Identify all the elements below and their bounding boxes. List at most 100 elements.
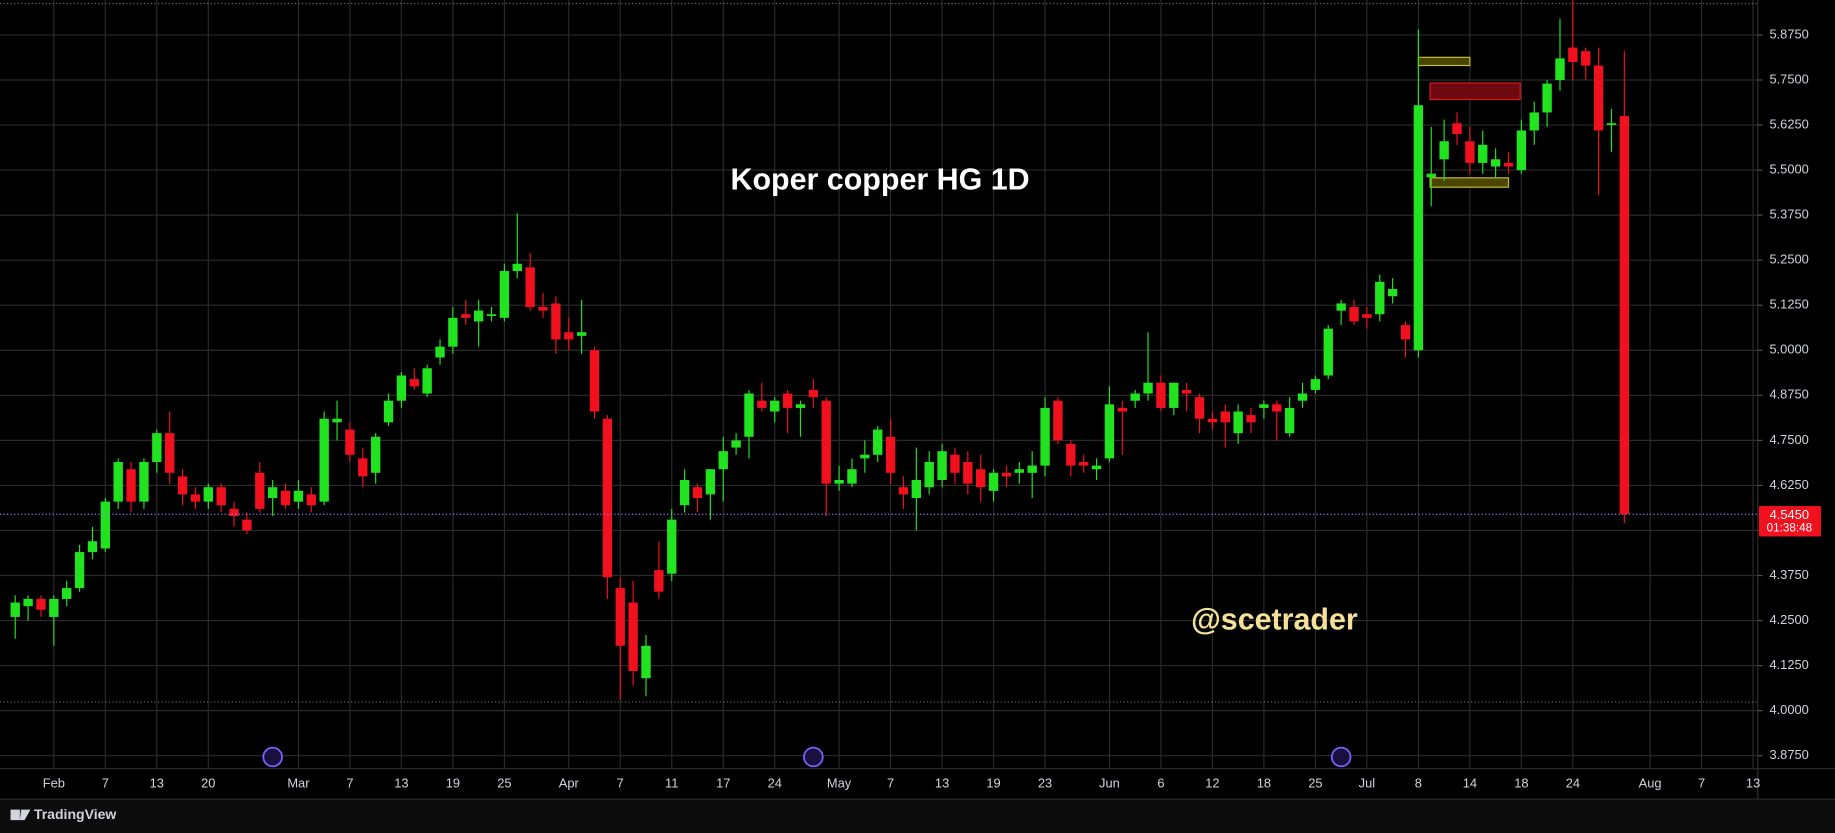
candle-body	[1220, 411, 1230, 423]
x-tick-label: 7	[102, 775, 109, 790]
x-tick-label: 18	[1257, 775, 1271, 790]
y-tick-label: 4.8750	[1769, 387, 1808, 402]
x-tick-label: 7	[1698, 775, 1705, 790]
x-tick-label: 11	[665, 775, 678, 790]
x-tick-label: 20	[201, 775, 215, 790]
candle-body	[988, 472, 999, 491]
candle-body	[499, 270, 510, 318]
y-tick-label: 4.1250	[1769, 657, 1808, 672]
x-tick-label: 24	[1566, 775, 1580, 790]
candle-body	[1272, 404, 1282, 412]
candle-body	[1400, 325, 1411, 340]
event-icon[interactable]	[1330, 746, 1352, 768]
candle-body	[1542, 83, 1552, 113]
x-tick-label: 24	[768, 775, 782, 790]
candle-body	[1375, 281, 1385, 315]
x-tick-label: 19	[986, 775, 1000, 790]
event-icon[interactable]	[803, 746, 824, 768]
candle-body	[924, 461, 934, 488]
event-icon[interactable]	[262, 746, 283, 768]
candle-body	[267, 487, 278, 499]
drawn-box	[1429, 82, 1521, 101]
candle-body	[950, 454, 960, 473]
candle-body	[692, 487, 703, 499]
brand-logo[interactable]: TradingView	[10, 806, 117, 822]
candle-body	[1040, 407, 1050, 466]
candle-body	[486, 314, 497, 316]
candle-body	[422, 368, 432, 394]
candle-body	[280, 490, 291, 506]
x-tick-label: 19	[446, 775, 460, 790]
candle-body	[1181, 389, 1192, 394]
candle-body	[1233, 411, 1243, 434]
candle-body	[139, 461, 149, 502]
candle-body	[1027, 465, 1037, 473]
candle-body	[74, 552, 85, 589]
candle-body	[1503, 162, 1514, 167]
watermark: @scetrader	[1191, 602, 1358, 636]
candle-body	[1619, 116, 1630, 515]
candle-body	[1606, 123, 1617, 125]
y-tick-label: 5.2500	[1769, 252, 1808, 267]
y-tick-label: 4.0000	[1769, 702, 1808, 717]
candle-body	[1066, 443, 1076, 466]
candle-body	[126, 469, 136, 502]
candle-body	[1413, 105, 1424, 351]
candle-body	[473, 310, 484, 322]
y-tick-label: 5.1250	[1769, 297, 1808, 312]
candle-body	[770, 400, 780, 412]
candle-body	[744, 393, 754, 437]
x-tick-label: 17	[716, 775, 730, 790]
candle-body	[808, 389, 819, 398]
candle-body	[113, 461, 123, 502]
y-tick-label: 3.8750	[1769, 747, 1808, 762]
candle-body	[963, 461, 973, 484]
bar-countdown: 01:38:48	[1767, 521, 1813, 534]
candle-body	[1568, 47, 1578, 62]
candle-body	[654, 570, 664, 592]
candle-body	[1104, 404, 1115, 459]
candle-body	[705, 469, 716, 495]
candle-body	[782, 393, 793, 408]
candle-body	[396, 375, 407, 401]
candle-body	[1156, 382, 1166, 408]
x-tick-label: 13	[1746, 775, 1760, 790]
candle-body	[512, 263, 522, 271]
candle-body	[62, 588, 72, 599]
candle-body	[36, 598, 46, 610]
candle-body	[435, 346, 445, 358]
x-tick-label: 25	[1308, 775, 1322, 790]
candle-body	[731, 440, 741, 448]
x-tick-label: 12	[1205, 775, 1219, 790]
candle-body	[383, 400, 394, 423]
candle-body	[1130, 393, 1140, 401]
x-tick-label: Jun	[1099, 775, 1120, 790]
candle-body	[1194, 397, 1205, 419]
candle-body	[1529, 112, 1539, 131]
candle-body	[293, 490, 304, 502]
candle-body	[1439, 141, 1449, 160]
candle-body	[255, 472, 265, 509]
drawn-box	[1429, 177, 1510, 188]
x-tick-label: 8	[1415, 775, 1422, 790]
candle-body	[306, 494, 316, 506]
x-tick-label: 7	[346, 775, 353, 790]
x-tick-label: 7	[887, 775, 894, 790]
y-tick-label: 4.6250	[1769, 477, 1808, 492]
candle-body	[976, 469, 986, 488]
candle-body	[165, 433, 175, 473]
x-tick-label: 14	[1463, 775, 1477, 790]
x-tick-label: 13	[150, 775, 164, 790]
logo-shape	[10, 809, 20, 821]
candle-body	[1169, 382, 1179, 408]
candle-body	[87, 541, 98, 553]
x-tick-label: 23	[1038, 775, 1052, 790]
candle-body	[564, 332, 574, 340]
candle-body	[873, 429, 883, 455]
candle-body	[667, 519, 677, 574]
y-tick-label: 5.6250	[1769, 116, 1808, 131]
x-tick-label: Feb	[43, 775, 65, 790]
